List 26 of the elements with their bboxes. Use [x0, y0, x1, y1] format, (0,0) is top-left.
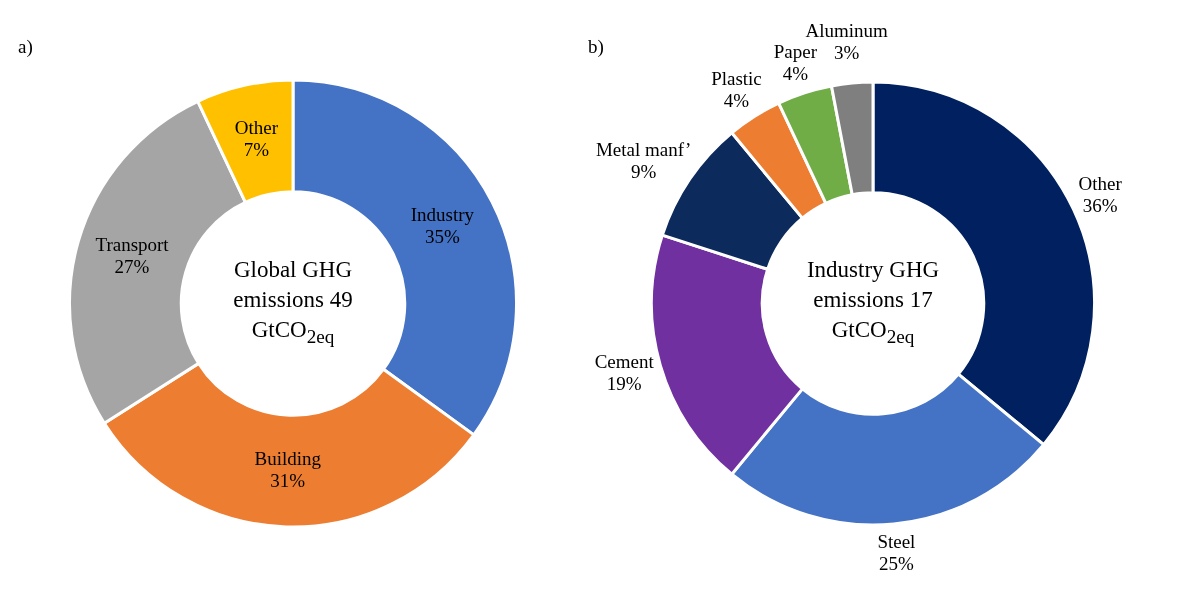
data-label: 7%: [243, 138, 270, 160]
data-label: 27%: [114, 255, 150, 277]
data-label: 36%: [1082, 195, 1118, 217]
data-label: 35%: [424, 226, 460, 248]
slice-label: Paper: [773, 41, 818, 63]
data-label: 9%: [631, 161, 657, 183]
data-label: 3%: [833, 42, 860, 64]
data-label: 4%: [782, 63, 809, 85]
slice-label: Building: [254, 448, 322, 470]
slice-label: Other: [234, 116, 279, 138]
slice-label: Industry: [410, 204, 475, 226]
slice-label: Steel: [877, 530, 916, 552]
slice-label: Transport: [95, 233, 170, 255]
slice-label: Metal manf’: [595, 139, 692, 161]
text: a): [18, 36, 33, 58]
data-label: 19%: [606, 372, 642, 394]
data-label: 25%: [878, 552, 914, 574]
slice-label: Cement: [594, 350, 655, 372]
text: Industry GHG emissions 17 GtCO$_{2eq}$: [805, 256, 941, 349]
data-label: 31%: [270, 470, 306, 492]
data-label: 4%: [723, 90, 750, 112]
slice-label: Other: [1078, 173, 1123, 195]
slice-label: Aluminum: [805, 20, 888, 42]
text: Global GHG emissions 49 GtCO$_{2eq}$: [232, 256, 354, 349]
text: b): [588, 36, 604, 58]
slice-label: Plastic: [711, 68, 762, 90]
